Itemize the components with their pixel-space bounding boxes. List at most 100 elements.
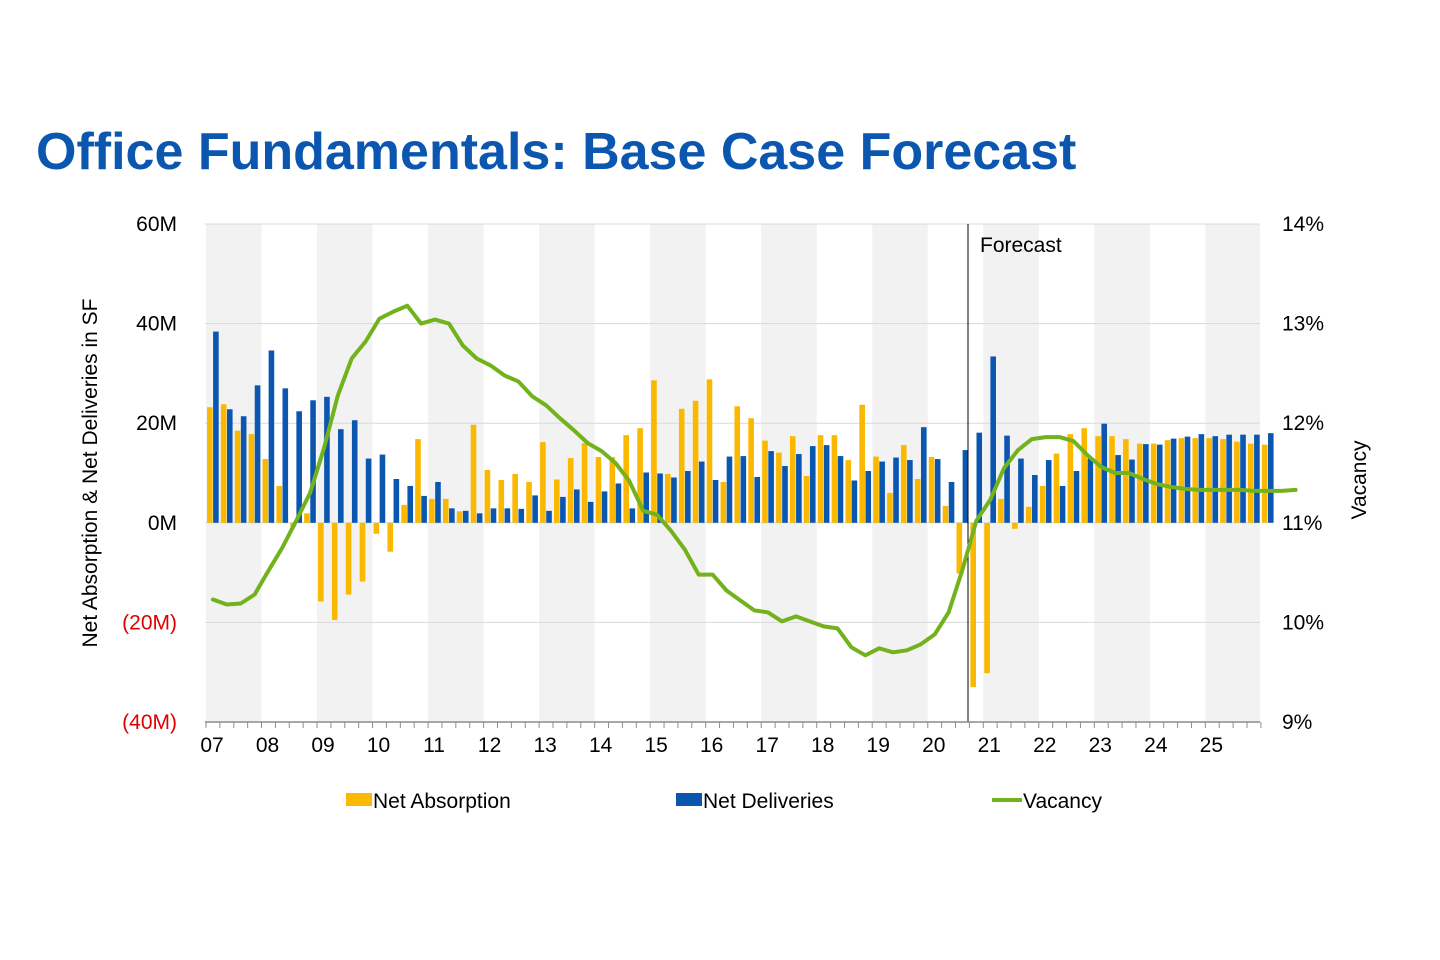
bar-net-deliveries (754, 476, 761, 523)
legend-label-net-deliveries: Net Deliveries (703, 790, 834, 813)
bar-net-deliveries (324, 396, 330, 523)
bar-net-absorption (942, 505, 949, 523)
x-tick-label: 14 (589, 734, 613, 757)
bar-net-absorption (359, 522, 366, 582)
bar-net-deliveries (601, 491, 608, 523)
legend-label-vacancy: Vacancy (1023, 790, 1102, 813)
bar-net-absorption (1178, 438, 1185, 523)
bar-net-absorption (1053, 453, 1060, 523)
bar-net-deliveries (851, 480, 858, 523)
bar-net-absorption (318, 522, 324, 602)
y2-tick-label: 12% (1282, 412, 1324, 435)
bar-net-absorption (345, 522, 352, 595)
bar-net-absorption (526, 481, 532, 523)
bar-net-absorption (1192, 438, 1199, 523)
bar-net-absorption (1248, 443, 1254, 523)
bar-net-absorption (234, 430, 241, 523)
bar-net-deliveries (615, 483, 622, 523)
bar-net-deliveries (213, 331, 219, 523)
bar-net-absorption (748, 418, 754, 523)
bar-net-deliveries (1254, 434, 1260, 523)
bar-net-deliveries (782, 466, 788, 523)
bar-net-deliveries (740, 456, 747, 523)
bar-net-deliveries (865, 471, 872, 523)
bar-net-deliveries (1101, 423, 1108, 523)
bar-net-deliveries (421, 495, 427, 523)
bar-net-absorption (859, 404, 865, 523)
bar-net-deliveries (435, 481, 441, 523)
bar-net-absorption (442, 498, 449, 523)
bar-net-deliveries (685, 471, 691, 523)
bar-net-deliveries (1198, 434, 1205, 523)
bar-net-deliveries (1115, 455, 1121, 523)
legend-label-net-absorption: Net Absorption (373, 790, 511, 813)
y-tick-label: 0M (148, 512, 177, 535)
bar-net-deliveries (1170, 438, 1177, 523)
bar-net-absorption (567, 458, 574, 523)
bar-net-absorption (637, 428, 643, 523)
legend-swatch-net-deliveries (676, 793, 702, 806)
bar-net-absorption (456, 511, 463, 523)
bar-net-absorption (498, 479, 505, 523)
bar-net-absorption (692, 400, 699, 523)
bar-net-deliveries (254, 385, 261, 523)
bar-net-absorption (651, 380, 657, 523)
bar-net-deliveries (629, 508, 636, 523)
bar-net-deliveries (573, 489, 580, 523)
x-tick-label: 24 (1144, 734, 1168, 757)
bar-net-absorption (276, 485, 282, 523)
bar-net-deliveries (712, 479, 719, 523)
y-tick-label: (20M) (122, 611, 177, 634)
bar-net-absorption (817, 435, 824, 523)
bar-net-absorption (734, 406, 741, 523)
bar-net-absorption (984, 522, 990, 674)
bar-net-deliveries (1073, 471, 1080, 523)
bar-net-deliveries (1226, 434, 1232, 523)
bar-net-deliveries (990, 356, 996, 523)
bar-net-absorption (678, 408, 685, 523)
bar-net-absorption (831, 435, 838, 523)
bar-net-absorption (1234, 441, 1240, 523)
x-tick-label: 16 (700, 734, 723, 757)
bar-net-deliveries (1018, 458, 1024, 523)
bar-net-absorption (1012, 522, 1018, 529)
bar-net-deliveries (1045, 460, 1052, 523)
bar-net-deliveries (837, 456, 844, 523)
bar-net-absorption (554, 479, 560, 523)
bar-net-deliveries (1267, 433, 1274, 523)
bar-net-deliveries (365, 458, 372, 523)
bar-net-absorption (401, 504, 407, 523)
bar-net-deliveries (768, 451, 774, 523)
y2-tick-label: 9% (1282, 711, 1312, 734)
bar-net-absorption (901, 445, 907, 523)
bar-net-absorption (1095, 436, 1101, 523)
bar-net-deliveries (518, 508, 525, 523)
bar-net-absorption (1206, 438, 1212, 523)
bar-net-deliveries (796, 454, 802, 523)
bar-net-deliveries (1240, 434, 1246, 523)
bar-net-deliveries (310, 400, 316, 523)
bar-net-absorption (1164, 440, 1171, 523)
bar-net-deliveries (976, 432, 983, 523)
bar-net-absorption (609, 457, 616, 523)
bar-net-absorption (845, 460, 852, 523)
bar-net-deliveries (546, 510, 552, 523)
y-tick-label: 20M (136, 412, 177, 435)
legend-swatch-net-absorption (346, 793, 372, 806)
bar-net-absorption (873, 456, 879, 523)
bar-series (207, 331, 1274, 688)
bar-net-deliveries (671, 477, 677, 523)
axis-labels: Forecast 60M 40M 20M 0M (20M) (40M) 14% 13% 12% 11… (79, 213, 1371, 757)
bar-net-deliveries (1143, 444, 1149, 523)
x-tick-label: 17 (756, 734, 779, 757)
bar-net-absorption (373, 522, 380, 534)
bar-net-deliveries (268, 350, 275, 523)
bar-net-absorption (970, 522, 976, 688)
bar-net-absorption (1123, 439, 1129, 523)
bar-net-deliveries (449, 508, 455, 523)
bar-net-absorption (914, 478, 921, 523)
vacancy-series (210, 303, 1298, 658)
bar-net-absorption (1261, 444, 1268, 523)
bar-net-absorption (720, 481, 727, 523)
